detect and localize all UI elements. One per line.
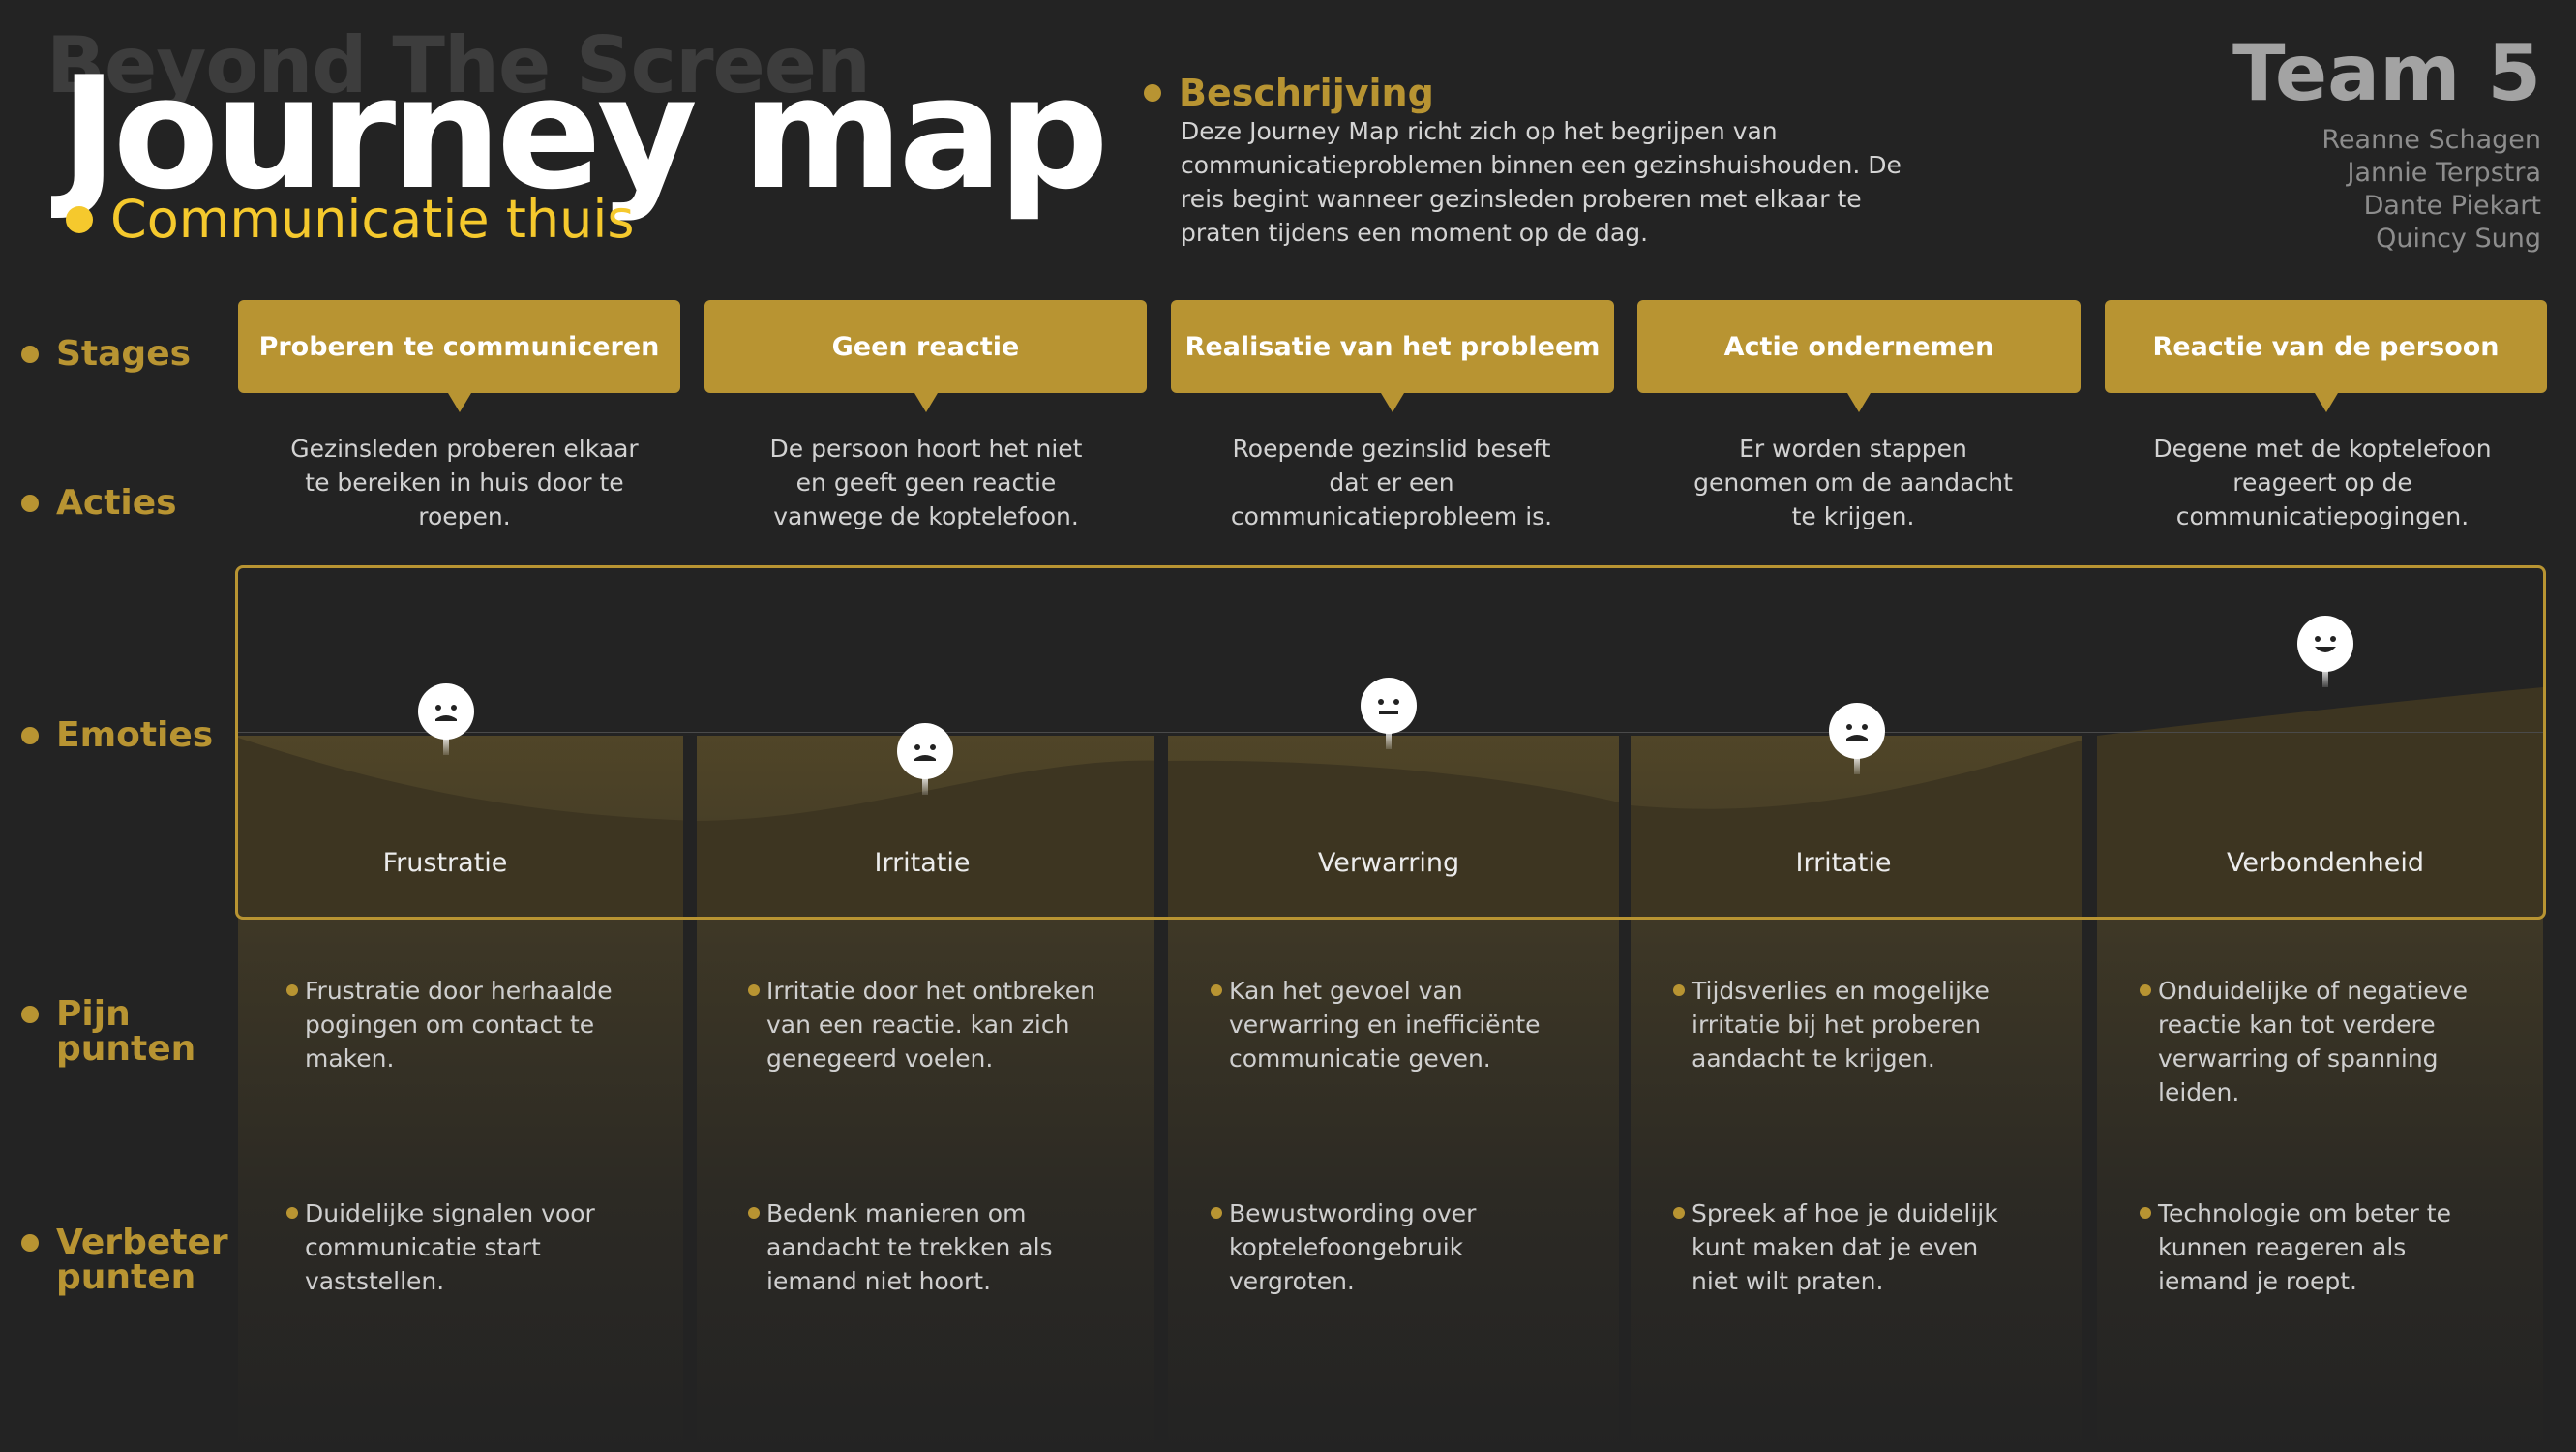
pain-point: Kan het gevoel van verwarring en ineffic… — [1211, 974, 1569, 1075]
emotion-box — [235, 565, 2546, 920]
sad-face-icon — [897, 723, 953, 795]
improvement-point: Technologie om beter te kunnen reageren … — [2140, 1196, 2478, 1298]
bullet-icon — [748, 1207, 760, 1219]
happy-face-icon — [2297, 616, 2353, 687]
team-member: Dante Piekart — [2363, 191, 2541, 221]
row-label-text: punten — [56, 1029, 196, 1069]
description-heading: Beschrijving — [1144, 72, 1434, 114]
improvement-point: Bedenk manieren om aandacht te trekken a… — [748, 1196, 1087, 1298]
pain-point-text: Irritatie door het ontbreken van een rea… — [766, 977, 1096, 1073]
stage-title: Realisatie van het probleem — [1184, 331, 1601, 362]
bullet-icon — [1211, 1207, 1222, 1219]
sad-face-icon — [1829, 703, 1885, 774]
bullet-icon — [748, 984, 760, 996]
bullet-icon — [21, 1006, 39, 1023]
description-text: Deze Journey Map richt zich op het begri… — [1181, 117, 1902, 247]
row-label-text: Pijn — [56, 994, 131, 1034]
team-member: Reanne Schagen — [2321, 125, 2541, 155]
improvement-point: Bewustwording over koptelefoongebruik ve… — [1211, 1196, 1549, 1298]
bullet-icon — [21, 727, 39, 744]
emotion-label: Verbondenheid — [2226, 848, 2425, 878]
improvement-point-text: Bedenk manieren om aandacht te trekken a… — [766, 1199, 1053, 1295]
bullet-icon — [1673, 1207, 1685, 1219]
bullet-icon — [1211, 984, 1222, 996]
action-text: De persoon hoort het niet en geeft geen … — [769, 435, 1083, 530]
team-title: Team 5 — [2232, 28, 2541, 118]
improvement-point-text: Bewustwording over koptelefoongebruik ve… — [1229, 1199, 1477, 1295]
bullet-icon — [286, 984, 298, 996]
row-label-acties: Acties — [21, 486, 177, 521]
stage-title: Proberen te communiceren — [258, 331, 660, 362]
action-text: Gezinsleden proberen elkaar te bereiken … — [290, 435, 639, 530]
pain-point-text: Frustratie door herhaalde pogingen om co… — [305, 977, 613, 1073]
emotion-label: Irritatie — [874, 848, 971, 878]
row-label-text: Stages — [56, 334, 192, 374]
row-label-text: Acties — [56, 483, 177, 523]
bullet-icon — [21, 495, 39, 512]
emotion-label: Irritatie — [1795, 848, 1892, 878]
improvement-point: Spreek af hoe je duidelijk kunt maken da… — [1673, 1196, 2012, 1298]
team-members: Reanne Schagen Jannie Terpstra Dante Pie… — [2321, 124, 2541, 256]
action-text: Roepende gezinslid beseft dat er een com… — [1230, 435, 1553, 530]
bullet-icon — [1144, 84, 1161, 102]
row-label-emoties: Emoties — [21, 718, 213, 753]
action-text: Er worden stappen genomen om de aandacht… — [1693, 435, 2013, 530]
stage-title: Geen reactie — [831, 331, 1020, 362]
improvement-point: Duidelijke signalen voor communicatie st… — [286, 1196, 625, 1298]
row-label-pijnpunten: Pijn punten — [21, 997, 195, 1067]
action-text: Degene met de koptelefoon reageert op de… — [2153, 435, 2492, 530]
row-label-text: Emoties — [56, 715, 214, 755]
stage-title: Reactie van de persoon — [2152, 331, 2500, 362]
page-title: Journey map — [60, 43, 1109, 224]
bullet-icon — [2140, 984, 2151, 996]
team-member: Jannie Terpstra — [2347, 158, 2541, 188]
improvement-point-text: Technologie om beter te kunnen reageren … — [2158, 1199, 2451, 1295]
bullet-icon — [2140, 1207, 2151, 1219]
emotion-label: Verwarring — [1317, 848, 1460, 878]
stage-card: Actie ondernemen — [1637, 300, 2081, 412]
pain-point: Tijdsverlies en mogelijke irritatie bij … — [1673, 974, 2031, 1075]
description-heading-text: Beschrijving — [1179, 72, 1434, 114]
bullet-icon — [286, 1207, 298, 1219]
pain-point-text: Tijdsverlies en mogelijke irritatie bij … — [1692, 977, 1990, 1073]
subtitle-text: Communicatie thuis — [110, 189, 635, 250]
pain-point-text: Kan het gevoel van verwarring en ineffic… — [1229, 977, 1541, 1073]
bullet-icon — [66, 206, 93, 233]
pain-point: Onduidelijke of negatieve reactie kan to… — [2140, 974, 2488, 1109]
stage-card: Realisatie van het probleem — [1171, 300, 1614, 412]
page-subtitle: Communicatie thuis — [66, 194, 635, 246]
bullet-icon — [21, 1234, 39, 1252]
improvement-point-text: Duidelijke signalen voor communicatie st… — [305, 1199, 595, 1295]
row-label-text: Verbeter — [56, 1223, 228, 1262]
row-label-stages: Stages — [21, 337, 191, 372]
brand-watermark: Beyond The Screen — [46, 20, 871, 110]
stage-title: Actie ondernemen — [1723, 331, 1994, 362]
stage-card: Reactie van de persoon — [2105, 300, 2547, 412]
stage-card: Proberen te communiceren — [238, 300, 680, 412]
bullet-icon — [21, 346, 39, 363]
stage-card: Geen reactie — [704, 300, 1147, 412]
bullet-icon — [1673, 984, 1685, 996]
sad-face-icon — [418, 683, 474, 755]
improvement-point-text: Spreek af hoe je duidelijk kunt maken da… — [1692, 1199, 1998, 1295]
row-label-verbeterpunten: Verbeter punten — [21, 1225, 228, 1295]
pain-point-text: Onduidelijke of negatieve reactie kan to… — [2158, 977, 2468, 1106]
pain-point: Irritatie door het ontbreken van een rea… — [748, 974, 1106, 1075]
team-member: Quincy Sung — [2376, 224, 2541, 254]
emotion-label: Frustratie — [382, 848, 508, 878]
neutral-face-icon — [1361, 678, 1417, 749]
pain-point: Frustratie door herhaalde pogingen om co… — [286, 974, 625, 1075]
row-label-text: punten — [56, 1257, 196, 1297]
